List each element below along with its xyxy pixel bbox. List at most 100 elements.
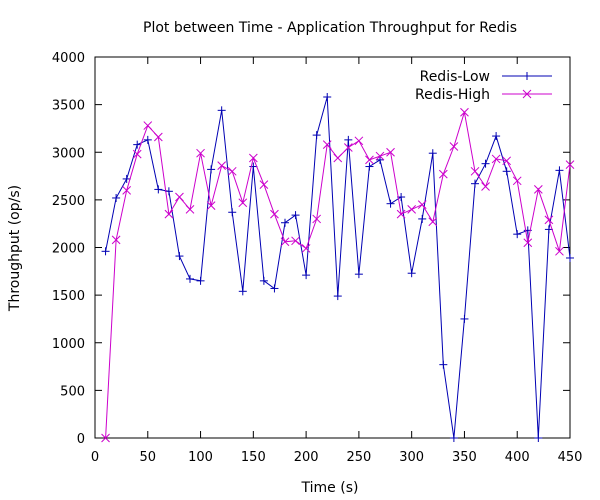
data-point-redis-low bbox=[228, 208, 237, 217]
y-tick-label: 3500 bbox=[52, 99, 85, 114]
series-line-redis-low bbox=[105, 96, 571, 439]
legend-label-redis-low: Redis-Low bbox=[420, 69, 490, 85]
data-point-redis-low bbox=[291, 211, 300, 220]
data-point-redis-low bbox=[344, 135, 353, 144]
y-tick-label: 4000 bbox=[52, 51, 85, 66]
data-point-redis-high bbox=[481, 182, 490, 191]
data-point-redis-high bbox=[238, 198, 248, 208]
y-tick-label: 2500 bbox=[52, 194, 85, 209]
data-point-redis-low bbox=[302, 271, 311, 280]
data-point-redis-low bbox=[333, 292, 342, 301]
data-point-redis-low bbox=[186, 274, 194, 283]
y-axis-label: Throughput (op/s) bbox=[7, 185, 23, 312]
x-tick-label: 300 bbox=[399, 450, 424, 465]
data-point-redis-low bbox=[196, 276, 205, 285]
data-point-redis-high bbox=[153, 132, 163, 142]
data-point-redis-high bbox=[301, 244, 311, 253]
data-point-redis-low bbox=[407, 269, 416, 278]
data-point-redis-high bbox=[291, 236, 300, 246]
data-point-redis-high bbox=[438, 169, 448, 179]
data-point-redis-high bbox=[375, 151, 385, 161]
data-point-redis-low bbox=[122, 174, 131, 183]
data-point-redis-low bbox=[133, 140, 142, 149]
data-point-redis-high bbox=[322, 140, 332, 149]
data-point-redis-high bbox=[280, 237, 290, 247]
data-point-redis-low bbox=[386, 199, 395, 208]
data-point-redis-high bbox=[333, 153, 343, 163]
data-point-redis-low bbox=[534, 434, 543, 442]
y-tick-label: 3000 bbox=[52, 146, 85, 161]
data-point-redis-low bbox=[439, 360, 448, 369]
data-point-redis-high bbox=[343, 143, 353, 152]
data-point-redis-high bbox=[217, 161, 227, 170]
y-tick-label: 2000 bbox=[52, 242, 85, 257]
data-point-redis-high bbox=[428, 217, 438, 227]
data-point-redis-low bbox=[449, 434, 458, 442]
data-point-redis-high bbox=[417, 200, 427, 209]
data-point-redis-low bbox=[101, 247, 110, 256]
data-point-redis-low bbox=[281, 218, 289, 227]
data-point-redis-low bbox=[555, 166, 564, 175]
x-tick-label: 0 bbox=[91, 450, 99, 465]
data-point-redis-low bbox=[312, 131, 321, 140]
data-point-redis-high bbox=[512, 176, 522, 186]
data-point-redis-low bbox=[513, 230, 522, 239]
data-point-redis-high bbox=[407, 205, 417, 214]
data-point-redis-low bbox=[502, 167, 511, 176]
y-tick-label: 500 bbox=[60, 384, 85, 399]
data-point-redis-high bbox=[491, 154, 501, 164]
data-point-redis-low bbox=[238, 287, 247, 296]
data-point-redis-low bbox=[154, 185, 163, 194]
data-point-redis-low bbox=[270, 284, 279, 293]
data-point-redis-high bbox=[270, 209, 279, 219]
data-point-redis-high bbox=[101, 433, 110, 443]
data-point-redis-high bbox=[143, 121, 153, 130]
data-point-redis-high bbox=[565, 160, 575, 169]
data-point-redis-high bbox=[386, 147, 395, 157]
x-tick-label: 350 bbox=[452, 450, 477, 465]
data-point-redis-low bbox=[112, 193, 121, 202]
data-point-redis-high bbox=[196, 148, 205, 158]
data-point-redis-low bbox=[460, 314, 469, 323]
x-tick-label: 450 bbox=[558, 450, 583, 465]
plot-frame bbox=[94, 56, 571, 439]
data-point-redis-low bbox=[323, 93, 332, 102]
data-point-redis-low bbox=[566, 253, 574, 262]
data-point-redis-high bbox=[175, 192, 184, 202]
data-point-redis-high bbox=[365, 155, 374, 165]
data-point-redis-high bbox=[502, 156, 512, 166]
data-point-redis-high bbox=[248, 153, 258, 163]
data-point-redis-low bbox=[428, 149, 437, 158]
x-tick-label: 100 bbox=[188, 450, 213, 465]
data-point-redis-high bbox=[544, 215, 554, 225]
data-point-redis-low bbox=[143, 135, 152, 144]
data-point-redis-low bbox=[418, 214, 427, 223]
data-point-redis-high bbox=[164, 209, 174, 219]
data-point-redis-high bbox=[206, 201, 216, 210]
data-point-redis-high bbox=[523, 238, 533, 248]
data-point-redis-high bbox=[533, 185, 543, 194]
data-point-redis-high bbox=[555, 246, 564, 256]
data-point-redis-low bbox=[365, 162, 374, 171]
x-tick-label: 200 bbox=[294, 450, 319, 465]
data-point-redis-high bbox=[132, 149, 142, 159]
data-point-redis-high bbox=[185, 205, 195, 214]
data-point-redis-high bbox=[122, 185, 132, 195]
data-point-redis-high bbox=[460, 107, 469, 117]
data-point-redis-high bbox=[111, 235, 121, 245]
data-point-redis-low bbox=[354, 270, 363, 279]
plot-area: 0 500 1000 1500 2000 2500 3000 3500 4000 0 50 100 15… bbox=[52, 51, 583, 465]
series-line-redis-high bbox=[105, 112, 571, 439]
data-point-redis-high bbox=[449, 142, 459, 151]
x-tick-label: 400 bbox=[505, 450, 530, 465]
data-point-redis-low bbox=[207, 165, 216, 174]
data-point-redis-high bbox=[396, 209, 406, 219]
x-tick-label: 250 bbox=[346, 450, 371, 465]
data-point-redis-high bbox=[354, 136, 364, 146]
data-point-redis-low bbox=[259, 276, 268, 285]
data-point-redis-low bbox=[217, 106, 226, 115]
legend-marker-redis-low bbox=[523, 72, 531, 80]
data-point-redis-low bbox=[249, 162, 258, 171]
